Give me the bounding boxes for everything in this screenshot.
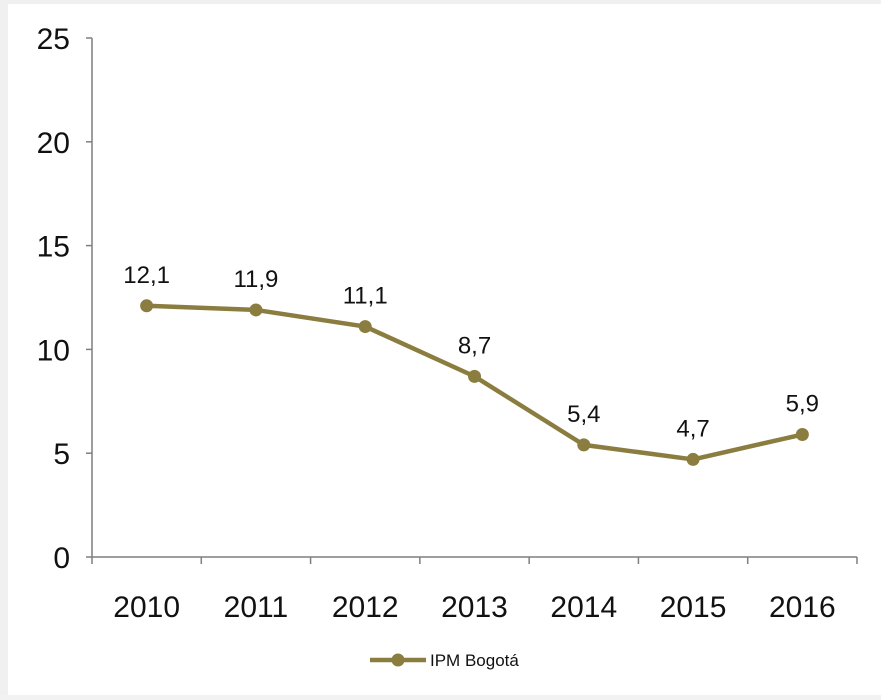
y-tick-label: 10 bbox=[37, 334, 70, 367]
data-point bbox=[140, 299, 154, 313]
data-label: 11,1 bbox=[343, 283, 388, 310]
x-tick-label: 2011 bbox=[224, 591, 289, 624]
data-label: 4,7 bbox=[676, 415, 709, 442]
y-tick-label: 20 bbox=[37, 127, 70, 160]
y-tick-label: 0 bbox=[53, 542, 70, 575]
y-tick-label: 15 bbox=[37, 231, 70, 264]
data-label: 5,9 bbox=[786, 391, 819, 418]
data-label: 8,7 bbox=[458, 332, 491, 359]
y-tick-label: 25 bbox=[37, 23, 70, 56]
y-tick-label: 5 bbox=[53, 438, 70, 471]
data-point bbox=[795, 428, 809, 442]
data-label: 5,4 bbox=[567, 401, 600, 428]
x-tick-label: 2016 bbox=[769, 591, 836, 624]
data-label: 12,1 bbox=[123, 262, 170, 289]
data-point bbox=[468, 369, 481, 383]
legend-label-ipm-bogota: IPM Bogotá bbox=[430, 651, 519, 670]
data-point bbox=[686, 452, 700, 466]
data-point bbox=[577, 438, 591, 452]
x-tick-label: 2013 bbox=[441, 591, 508, 624]
data-point bbox=[358, 320, 372, 334]
data-point bbox=[249, 303, 263, 317]
x-tick-label: 2012 bbox=[332, 591, 399, 624]
data-label: 11,9 bbox=[233, 266, 278, 293]
x-tick-label: 2010 bbox=[113, 591, 180, 624]
legend: IPM Bogotá bbox=[370, 651, 519, 670]
y-axis: 0 5 10 15 20 25 bbox=[37, 23, 93, 575]
x-tick-label: 2014 bbox=[550, 591, 617, 624]
legend-dot-marker bbox=[391, 653, 405, 667]
x-tick-label: 2015 bbox=[660, 591, 727, 624]
x-axis: 2010 2011 2012 2013 2014 2015 2016 bbox=[91, 556, 858, 624]
series-ipm-bogota: 12,1 11,9 11,1 8,7 5,4 4,7 5,9 bbox=[123, 262, 819, 466]
